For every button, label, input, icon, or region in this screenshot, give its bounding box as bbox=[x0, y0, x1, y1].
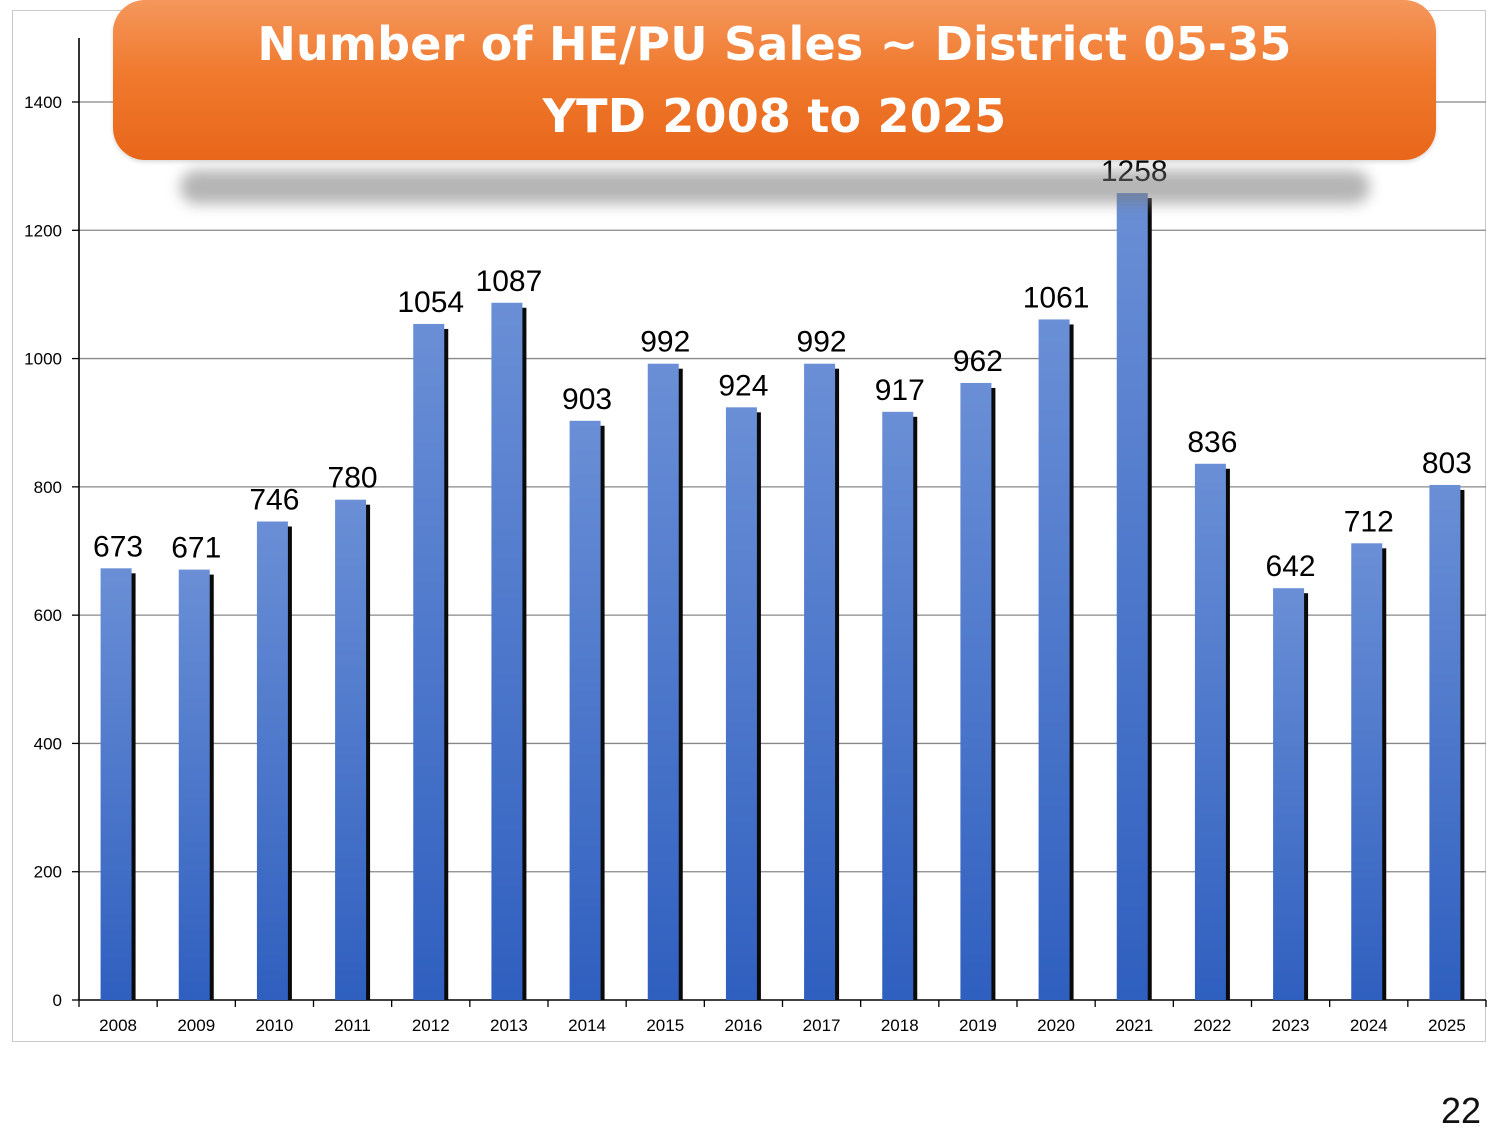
data-label-2019: 962 bbox=[953, 345, 1003, 378]
data-label-2024: 712 bbox=[1344, 505, 1394, 538]
bar-2025 bbox=[1429, 485, 1460, 1000]
data-label-2023: 642 bbox=[1266, 550, 1316, 583]
bar-2018 bbox=[882, 412, 913, 1000]
chart-title-line-2: YTD 2008 to 2025 bbox=[543, 80, 1007, 152]
x-tick-label-2023: 2023 bbox=[1272, 1016, 1310, 1035]
data-label-2008: 673 bbox=[93, 530, 143, 563]
data-label-2017: 992 bbox=[797, 326, 847, 359]
x-tick-label-2018: 2018 bbox=[881, 1016, 919, 1035]
y-tick-label-600: 600 bbox=[34, 606, 62, 625]
y-tick-label-1000: 1000 bbox=[24, 350, 62, 369]
y-tick-label-1200: 1200 bbox=[24, 221, 62, 240]
data-label-2022: 836 bbox=[1187, 426, 1237, 459]
data-label-2018: 917 bbox=[875, 374, 925, 407]
chart-title-line-1: Number of HE/PU Sales ~ District 05-35 bbox=[257, 8, 1291, 80]
data-label-2015: 992 bbox=[640, 326, 690, 359]
data-label-2009: 671 bbox=[171, 532, 221, 565]
x-tick-label-2008: 2008 bbox=[99, 1016, 137, 1035]
x-tick-label-2017: 2017 bbox=[803, 1016, 841, 1035]
page-number: 22 bbox=[1441, 1090, 1481, 1132]
x-tick-label-2019: 2019 bbox=[959, 1016, 997, 1035]
y-tick-label-200: 200 bbox=[34, 863, 62, 882]
x-tick-label-2009: 2009 bbox=[177, 1016, 215, 1035]
x-tick-label-2015: 2015 bbox=[646, 1016, 684, 1035]
y-tick-label-0: 0 bbox=[53, 991, 62, 1010]
y-tick-label-800: 800 bbox=[34, 478, 62, 497]
bar-2023 bbox=[1273, 588, 1304, 1000]
x-tick-label-2013: 2013 bbox=[490, 1016, 528, 1035]
x-tick-label-2020: 2020 bbox=[1037, 1016, 1075, 1035]
data-label-2012: 1054 bbox=[397, 286, 464, 319]
bar-2010 bbox=[257, 521, 288, 1000]
x-tick-label-2024: 2024 bbox=[1350, 1016, 1388, 1035]
data-label-2013: 1087 bbox=[476, 265, 543, 298]
data-label-2020: 1061 bbox=[1023, 281, 1090, 314]
bar-2020 bbox=[1039, 319, 1070, 1000]
title-banner: Number of HE/PU Sales ~ District 05-35 Y… bbox=[113, 0, 1436, 160]
y-tick-label-1400: 1400 bbox=[24, 93, 62, 112]
bar-2013 bbox=[491, 303, 522, 1000]
bar-2009 bbox=[179, 570, 210, 1000]
bar-2017 bbox=[804, 364, 835, 1000]
x-tick-label-2010: 2010 bbox=[256, 1016, 294, 1035]
title-banner-shadow bbox=[180, 170, 1370, 204]
data-label-2014: 903 bbox=[562, 383, 612, 416]
bar-2008 bbox=[101, 568, 132, 1000]
bar-2012 bbox=[413, 324, 444, 1000]
bar-2019 bbox=[960, 383, 991, 1000]
bar-2024 bbox=[1351, 543, 1382, 1000]
x-tick-label-2016: 2016 bbox=[725, 1016, 763, 1035]
data-label-2011: 780 bbox=[328, 462, 378, 495]
bar-2016 bbox=[726, 407, 757, 1000]
data-label-2025: 803 bbox=[1422, 447, 1472, 480]
x-tick-label-2012: 2012 bbox=[412, 1016, 450, 1035]
bar-2011 bbox=[335, 500, 366, 1000]
x-tick-label-2021: 2021 bbox=[1115, 1016, 1153, 1035]
x-tick-label-2011: 2011 bbox=[334, 1016, 371, 1035]
x-tick-label-2025: 2025 bbox=[1428, 1016, 1466, 1035]
data-label-2010: 746 bbox=[249, 483, 299, 516]
bar-2015 bbox=[648, 364, 679, 1000]
bar-2014 bbox=[570, 421, 601, 1000]
bar-2021 bbox=[1117, 193, 1148, 1000]
bar-2022 bbox=[1195, 464, 1226, 1000]
data-label-2016: 924 bbox=[718, 369, 768, 402]
x-tick-label-2022: 2022 bbox=[1194, 1016, 1232, 1035]
x-tick-label-2014: 2014 bbox=[568, 1016, 606, 1035]
data-labels: 673 671 746 780 1054 1087 903 992 924 992 917 962 10… bbox=[93, 155, 1472, 583]
y-tick-label-400: 400 bbox=[34, 734, 62, 753]
bars bbox=[101, 193, 1465, 1000]
